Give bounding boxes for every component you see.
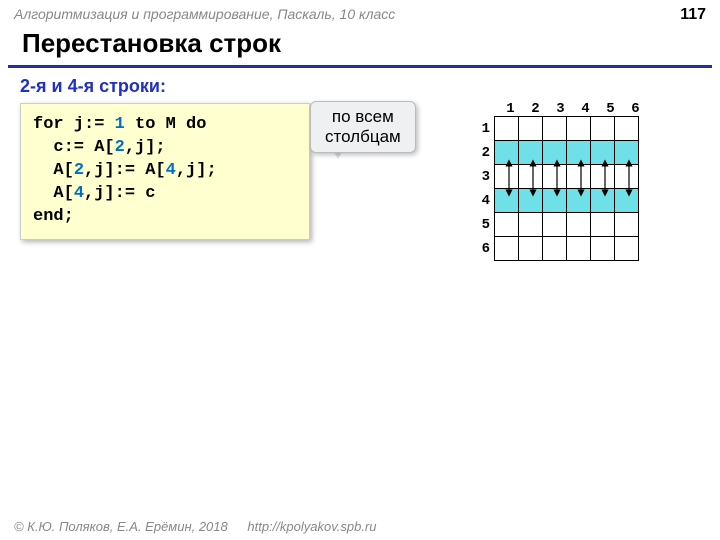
column-label: 1 [498, 101, 523, 117]
callout-line1: по всем [325, 107, 401, 127]
matrix-cell [590, 164, 615, 189]
code-block: for j:= 1 to M do c:= A[2,j]; A[2,j]:= A… [20, 103, 310, 240]
matrix-cell [494, 212, 519, 237]
matrix-row: 3 [470, 165, 648, 189]
column-labels: 123456 [498, 101, 648, 117]
matrix-cell [566, 164, 591, 189]
code-line-2: c:= A[2,j]; [33, 137, 297, 160]
matrix-cell [494, 236, 519, 261]
column-label: 2 [523, 101, 548, 117]
row-label: 1 [470, 121, 495, 137]
row-label: 4 [470, 193, 495, 209]
code-line-5: end; [33, 206, 297, 229]
matrix-cell [614, 140, 639, 165]
callout-line2: столбцам [325, 127, 401, 147]
matrix-diagram: 123456 123456 [470, 101, 648, 261]
matrix-cell [518, 236, 543, 261]
matrix-cell [518, 140, 543, 165]
matrix-row: 1 [470, 117, 648, 141]
row-label: 2 [470, 145, 495, 161]
matrix-cell [590, 212, 615, 237]
slide-title: Перестановка строк [8, 26, 712, 68]
code-line-3: A[2,j]:= A[4,j]; [33, 160, 297, 183]
matrix-cell [518, 164, 543, 189]
column-label: 6 [623, 101, 648, 117]
code-line-1: for j:= 1 to M do [33, 114, 297, 137]
matrix-cell [566, 116, 591, 141]
matrix-row: 6 [470, 237, 648, 261]
matrix-cell [590, 140, 615, 165]
matrix-cell [614, 212, 639, 237]
callout: по всем столбцам [310, 101, 416, 153]
matrix-row: 2 [470, 141, 648, 165]
footer-url: http://kpolyakov.spb.ru [247, 519, 376, 534]
matrix-row: 4 [470, 189, 648, 213]
matrix-cell [518, 212, 543, 237]
matrix-cell [542, 212, 567, 237]
matrix-cell [614, 116, 639, 141]
matrix-cell [542, 116, 567, 141]
row-label: 5 [470, 217, 495, 233]
matrix-cell [518, 116, 543, 141]
matrix-cell [542, 236, 567, 261]
copyright: © К.Ю. Поляков, Е.А. Ерёмин, 2018 [14, 519, 228, 534]
matrix-cell [614, 164, 639, 189]
matrix-cell [566, 188, 591, 213]
row-label: 3 [470, 169, 495, 185]
matrix-cell [566, 140, 591, 165]
matrix-cell [566, 212, 591, 237]
matrix-row: 5 [470, 213, 648, 237]
matrix-cell [590, 236, 615, 261]
column-label: 3 [548, 101, 573, 117]
matrix-cell [494, 116, 519, 141]
course-title: Алгоритмизация и программирование, Паска… [14, 6, 395, 22]
row-label: 6 [470, 241, 495, 257]
subtitle: 2-я и 4-я строки: [0, 68, 720, 103]
matrix-cell [614, 236, 639, 261]
column-label: 5 [598, 101, 623, 117]
matrix-cell [542, 188, 567, 213]
matrix-cell [614, 188, 639, 213]
code-line-4: A[4,j]:= c [33, 183, 297, 206]
column-label: 4 [573, 101, 598, 117]
matrix-cell [542, 164, 567, 189]
matrix-cell [566, 236, 591, 261]
matrix-cell [590, 116, 615, 141]
matrix-cell [494, 188, 519, 213]
matrix-cell [518, 188, 543, 213]
page-number: 117 [680, 6, 706, 24]
matrix-cell [590, 188, 615, 213]
matrix-cell [542, 140, 567, 165]
matrix-cell [494, 164, 519, 189]
footer: © К.Ю. Поляков, Е.А. Ерёмин, 2018 http:/… [14, 519, 376, 534]
content-area: for j:= 1 to M do c:= A[2,j]; A[2,j]:= A… [0, 103, 720, 240]
matrix-cell [494, 140, 519, 165]
